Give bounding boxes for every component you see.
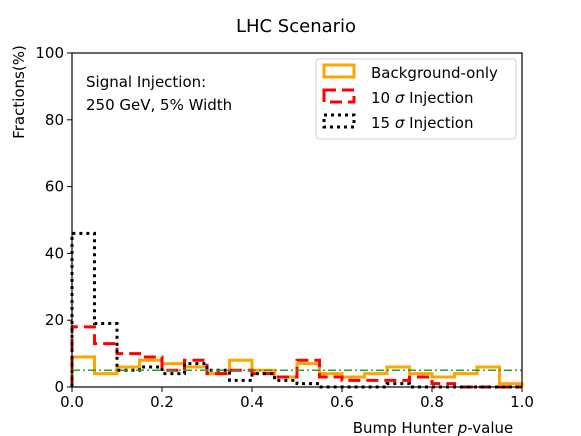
y-tick-label: 20 [45, 311, 64, 329]
x-axis-label: Bump Hunter p-value [353, 419, 514, 436]
y-tick-label: 60 [45, 178, 64, 196]
legend-label-10sigma: 10 σ Injection [371, 89, 473, 107]
x-tick-label: 0.2 [150, 393, 174, 411]
y-tick-label: 80 [45, 111, 64, 129]
y-axis-ticks: 0 20 40 60 80 100 [35, 44, 72, 396]
histogram-series-2 [70, 325, 522, 389]
bar-series-2-bin-12 [320, 377, 343, 387]
bar-series-1-bin-18 [455, 374, 478, 387]
x-tick-label: 1.0 [510, 393, 534, 411]
bar-series-3-bin-3 [117, 370, 140, 387]
legend-swatch-background-only [322, 63, 356, 79]
bar-series-3-bin-10 [275, 380, 298, 387]
bar-series-3-bin-7 [207, 370, 230, 387]
annotation-line-2: 250 GeV, 5% Width [86, 96, 232, 114]
annotation-line-1: Signal Injection: [86, 73, 206, 91]
bar-series-3-bin-6 [185, 364, 208, 387]
y-tick-label: 0 [54, 378, 64, 396]
legend-label-background-only: Background-only [371, 64, 498, 82]
bar-series-3-bin-9 [252, 374, 275, 387]
bar-series-3-bin-8 [230, 380, 253, 387]
bar-series-3-bin-1 [72, 233, 95, 387]
bar-series-2-bin-13 [342, 380, 365, 387]
chart-title: LHC Scenario [236, 16, 356, 37]
y-axis-label: Fractions(%) [10, 45, 28, 139]
x-tick-label: 0.8 [420, 393, 444, 411]
legend-swatch-10sigma [322, 88, 356, 104]
bar-series-3-bin-2 [95, 324, 118, 387]
x-tick-label: 0.4 [240, 393, 264, 411]
legend-box [315, 58, 517, 140]
bar-series-3-bin-5 [162, 374, 185, 387]
x-tick-label: 0.0 [60, 393, 84, 411]
histogram-bins [70, 231, 524, 389]
y-tick-label: 40 [45, 244, 64, 262]
x-axis-ticks: 0.0 0.2 0.4 0.6 0.8 1.0 [60, 387, 534, 411]
legend-label-15sigma: 15 σ Injection [371, 114, 473, 132]
legend: Background-only 10 σ Injection 15 σ Inje… [315, 58, 517, 140]
plot-frame [71, 52, 523, 388]
y-tick-label: 100 [35, 44, 64, 62]
bar-series-2-bin-16 [410, 377, 433, 387]
x-tick-label: 0.6 [330, 393, 354, 411]
legend-swatch-15sigma [322, 113, 356, 129]
